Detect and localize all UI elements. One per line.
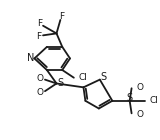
Text: F: F — [37, 19, 42, 28]
Text: O: O — [136, 83, 143, 92]
Text: Cl: Cl — [79, 73, 88, 82]
Text: F: F — [36, 32, 41, 41]
Text: O: O — [37, 88, 44, 97]
Text: N: N — [27, 53, 34, 63]
Text: F: F — [59, 12, 64, 21]
Text: O: O — [37, 74, 44, 83]
Text: O: O — [136, 110, 143, 119]
Text: S: S — [57, 79, 63, 88]
Text: Cl: Cl — [150, 96, 159, 105]
Text: S: S — [127, 93, 133, 103]
Text: S: S — [101, 72, 107, 82]
